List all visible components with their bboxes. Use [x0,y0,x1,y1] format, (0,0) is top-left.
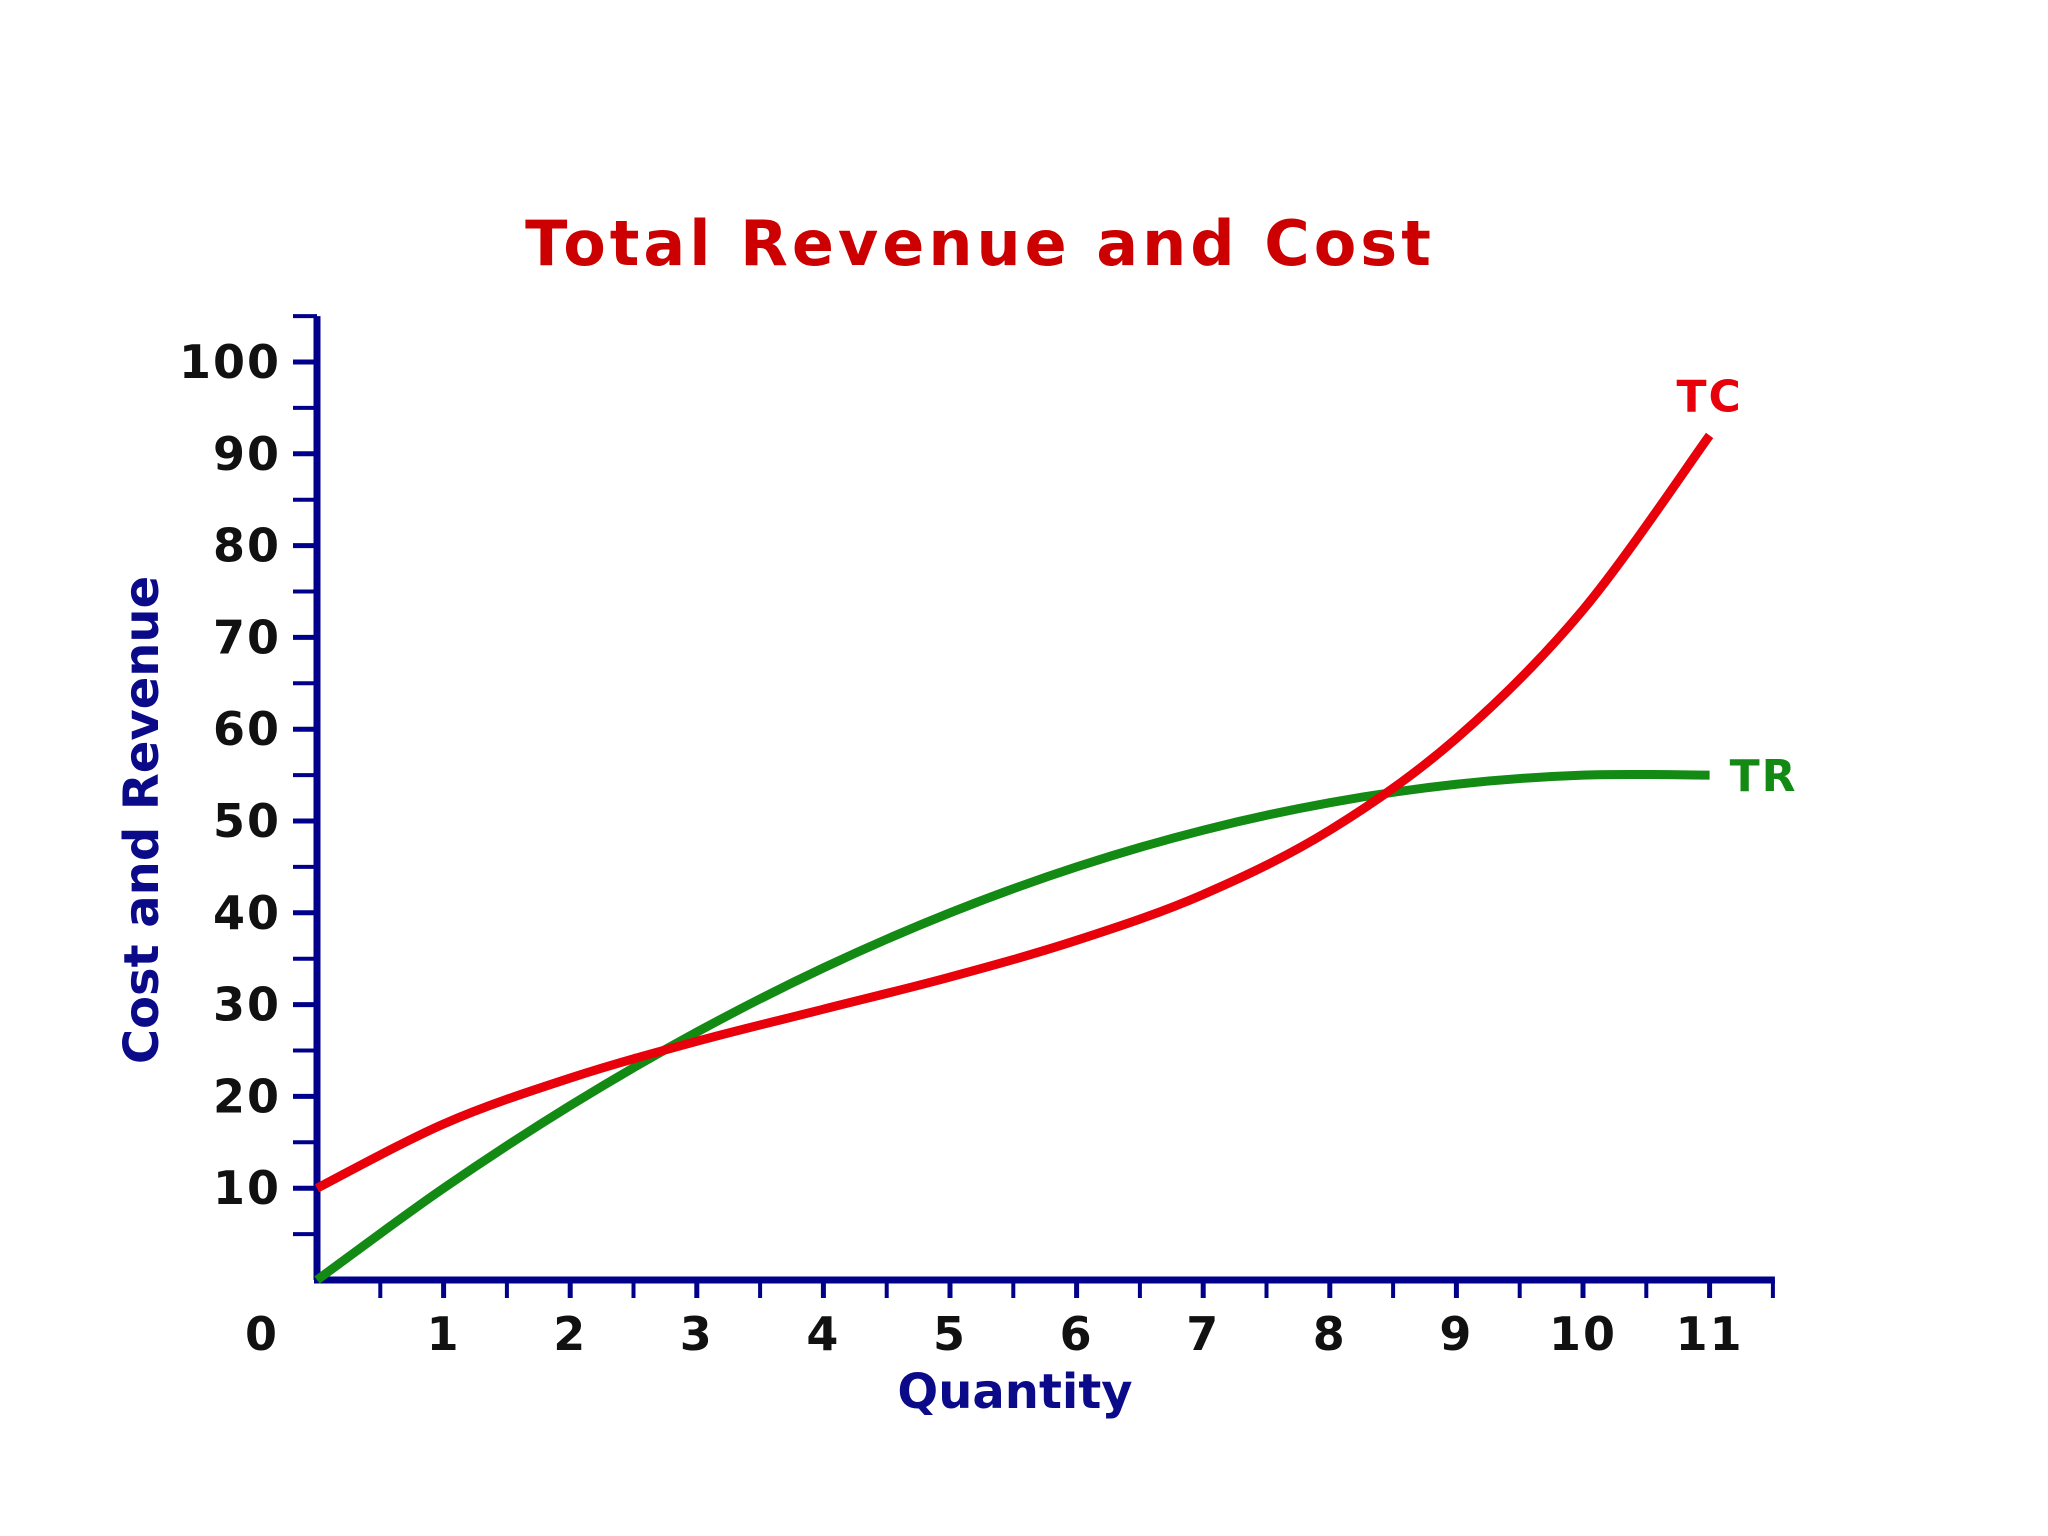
origin-label: 0 [245,1307,279,1361]
series-line-tr [314,769,1710,1284]
x-tick-label: 5 [933,1307,967,1361]
x-tick-label: 8 [1313,1307,1347,1361]
series-line-tc [314,432,1714,1193]
series-label-tc: TC [1676,371,1742,422]
x-tick-label: 3 [680,1307,714,1361]
x-tick-label: 9 [1439,1307,1473,1361]
chart-title: Total Revenue and Cost [525,207,1435,280]
x-tick-label: 11 [1676,1307,1744,1361]
x-tick-label: 2 [553,1307,587,1361]
y-tick-label: 80 [213,519,281,573]
series-labels: TC TR [1676,371,1798,802]
x-tick-label: 4 [806,1307,840,1361]
y-tick-label: 20 [213,1069,281,1123]
series-lines [314,432,1714,1284]
x-axis-label: Quantity [897,1364,1132,1420]
y-tick-label: 70 [213,610,281,664]
axes: 10 20 30 40 50 60 70 80 90 100 1 2 3 4 5 6 7 8 9 10 11 [179,314,1775,1361]
x-tick-label: 6 [1060,1307,1094,1361]
y-tick-label: 60 [213,702,281,756]
y-tick-label: 50 [213,794,281,848]
y-tick-label: 10 [213,1161,281,1215]
x-tick-label: 10 [1549,1307,1617,1361]
y-axis-label: Cost and Revenue [114,576,170,1064]
y-tick-label: 30 [213,978,281,1032]
y-tick-label: 90 [213,427,281,481]
series-label-tr: TR [1730,751,1798,802]
y-tick-label: 100 [179,335,281,389]
y-tick-label: 40 [213,886,281,940]
x-tick-label: 1 [427,1307,461,1361]
x-tick-label: 7 [1186,1307,1220,1361]
